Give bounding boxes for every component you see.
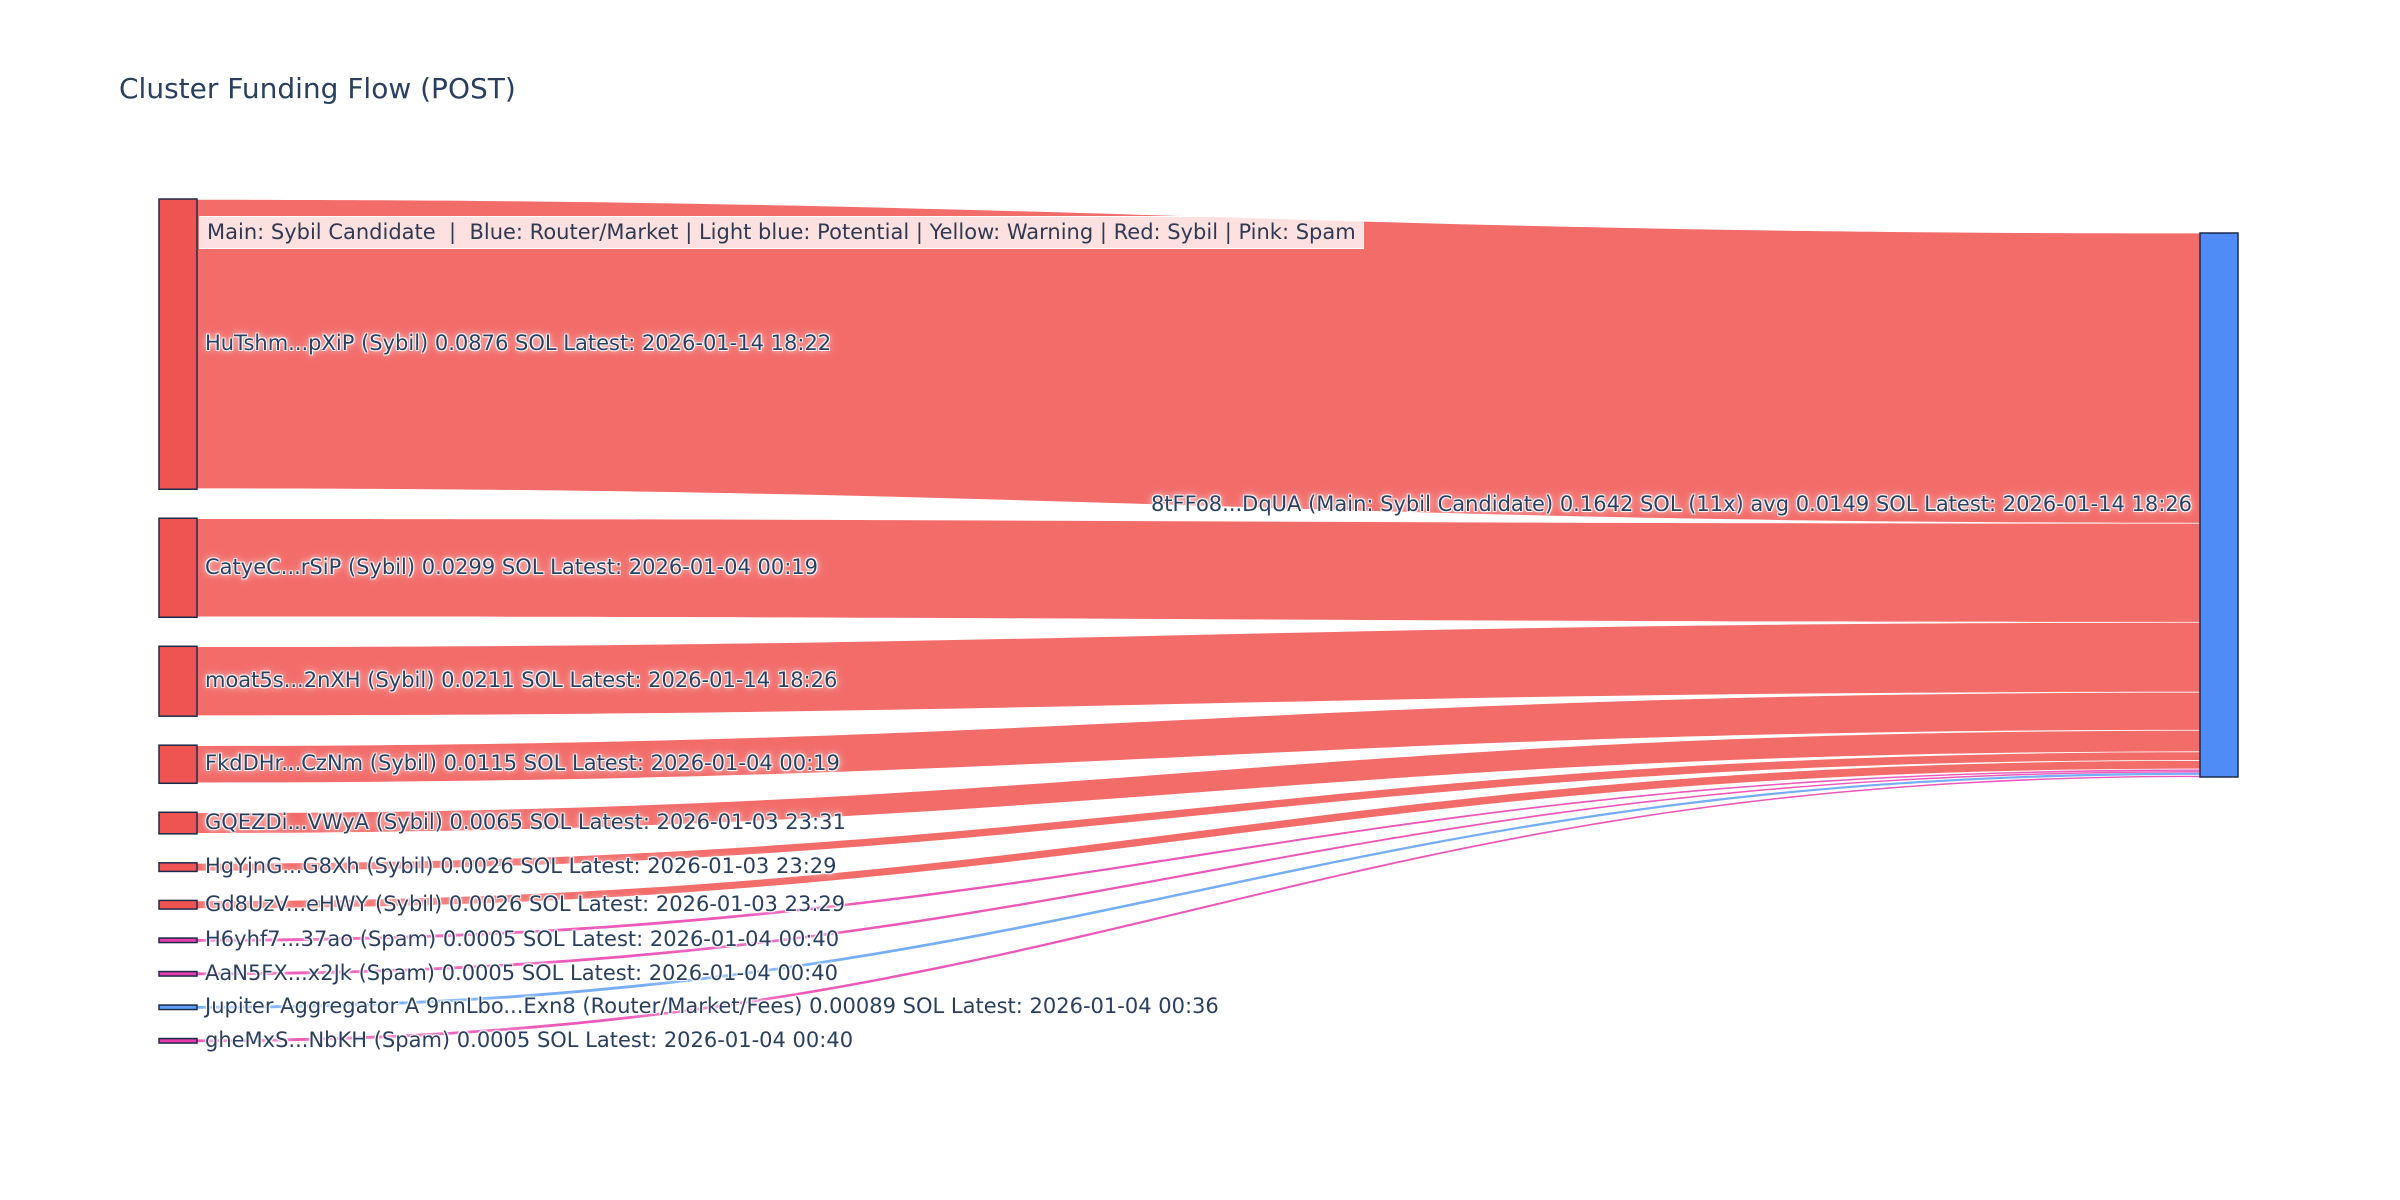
sankey-node-source[interactable] (158, 517, 198, 619)
sankey-node-source[interactable] (158, 970, 198, 977)
sankey-node-source[interactable] (158, 811, 198, 835)
sankey-link-spam[interactable] (197, 771, 2200, 976)
sankey-link-sybil[interactable] (197, 519, 2200, 622)
sankey-node-source[interactable] (158, 937, 198, 944)
sankey-link-sybil[interactable] (197, 752, 2200, 871)
sankey-link-sybil[interactable] (197, 622, 2200, 716)
chart-title: Cluster Funding Flow (POST) (119, 72, 516, 105)
sankey-node-source[interactable] (158, 198, 198, 490)
sankey-link-sybil[interactable] (197, 760, 2200, 909)
sankey-node-source[interactable] (158, 645, 198, 717)
legend-annotation: Main: Sybil Candidate | Blue: Router/Mar… (199, 216, 1364, 249)
sankey-link-sybil[interactable] (197, 730, 2200, 834)
sankey-node-source[interactable] (158, 862, 198, 873)
sankey-link-sybil[interactable] (197, 199, 2200, 523)
sankey-node-target[interactable] (2199, 232, 2239, 778)
sankey-node-source[interactable] (158, 1004, 198, 1011)
sankey-node-source[interactable] (158, 744, 198, 785)
sankey-node-source[interactable] (158, 899, 198, 910)
sankey-link-router[interactable] (197, 772, 2200, 1009)
sankey-link-spam[interactable] (197, 775, 2200, 1043)
sankey-link-spam[interactable] (197, 769, 2200, 942)
sankey-link-sybil[interactable] (197, 692, 2200, 783)
sankey-node-source[interactable] (158, 1037, 198, 1044)
